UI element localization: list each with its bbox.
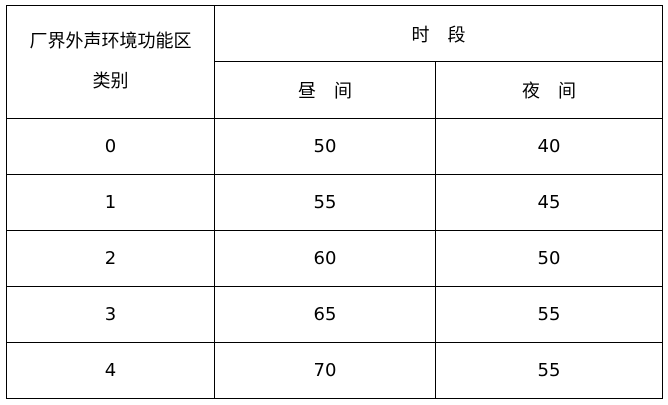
night-cell: 40 [435, 118, 663, 175]
day-cell: 65 [214, 286, 436, 343]
table-row: 0 50 40 [6, 118, 663, 175]
table-row: 3 65 55 [6, 286, 663, 343]
night-cell: 55 [435, 342, 663, 399]
table-row: 4 70 55 [6, 342, 663, 399]
header-day: 昼 间 [214, 61, 436, 119]
header-period: 时 段 [214, 5, 663, 62]
header-category-line1: 厂界外声环境功能区 [29, 31, 192, 52]
day-cell: 70 [214, 342, 436, 399]
table-row: 2 60 50 [6, 230, 663, 287]
header-night: 夜 间 [435, 61, 663, 119]
table-row: 1 55 45 [6, 174, 663, 231]
night-cell: 45 [435, 174, 663, 231]
category-cell: 1 [6, 174, 215, 231]
category-cell: 2 [6, 230, 215, 287]
category-cell: 0 [6, 118, 215, 175]
header-category-line2: 类别 [92, 71, 129, 92]
day-cell: 60 [214, 230, 436, 287]
noise-limit-table: 厂界外声环境功能区 类别 时 段 昼 间 夜 间 0 50 40 1 55 45… [6, 5, 663, 399]
day-cell: 50 [214, 118, 436, 175]
category-cell: 3 [6, 286, 215, 343]
night-cell: 50 [435, 230, 663, 287]
day-cell: 55 [214, 174, 436, 231]
night-cell: 55 [435, 286, 663, 343]
header-category: 厂界外声环境功能区 类别 [6, 5, 215, 119]
category-cell: 4 [6, 342, 215, 399]
